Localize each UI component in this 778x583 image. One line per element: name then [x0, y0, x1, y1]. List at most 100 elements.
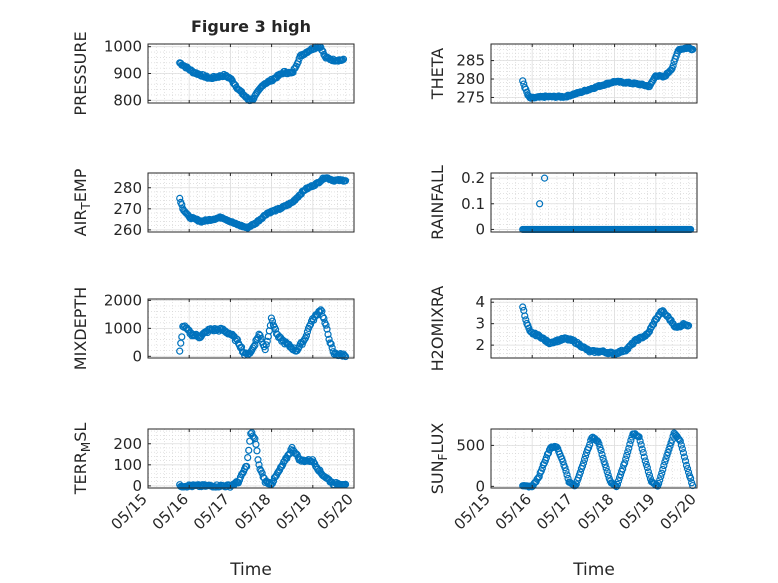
- y-tick-label: 2000: [104, 291, 142, 309]
- data-point: [626, 440, 634, 448]
- data-point: [639, 448, 647, 457]
- x-tick-label: 05/19: [272, 490, 315, 533]
- data-point: [261, 346, 269, 354]
- axes-box: [147, 172, 355, 233]
- data-point: [681, 457, 690, 465]
- data-point: [644, 468, 652, 476]
- axes-box: [490, 172, 698, 233]
- data-point: [324, 330, 332, 338]
- data-point: [622, 455, 630, 463]
- data-point: [339, 55, 348, 63]
- y-axis-label: RAINFALL: [428, 165, 447, 240]
- y-axis-label: PRESSURE: [71, 31, 90, 115]
- data-point: [669, 62, 677, 70]
- data-series: [519, 429, 697, 491]
- data-point: [645, 471, 654, 479]
- data-point: [519, 303, 527, 311]
- data-point: [275, 467, 283, 476]
- axes-box: [490, 298, 698, 359]
- data-point: [655, 479, 663, 488]
- data-point: [604, 471, 612, 479]
- data-point: [341, 177, 350, 185]
- data-point: [662, 455, 670, 463]
- y-tick-label: 280: [456, 70, 485, 88]
- data-point: [572, 480, 580, 488]
- data-point: [637, 333, 645, 341]
- data-point: [254, 333, 262, 342]
- data-series: [176, 429, 350, 491]
- y-tick-label: 4: [475, 293, 485, 311]
- data-series: [176, 43, 348, 105]
- data-point: [252, 440, 260, 448]
- subplot-h2omixra: 2 3 4 H2OMIXRA: [428, 286, 698, 371]
- data-point: [602, 464, 610, 472]
- data-point: [327, 340, 335, 348]
- y-tick-label: 2: [475, 336, 485, 354]
- data-point: [581, 452, 590, 460]
- data-point: [635, 433, 643, 441]
- axes-background: [491, 173, 697, 232]
- data-point: [627, 436, 635, 444]
- data-point: [250, 433, 258, 442]
- data-point: [613, 480, 622, 489]
- y-tick-label: 3: [475, 315, 485, 333]
- data-point: [576, 468, 585, 476]
- data-point: [254, 456, 262, 464]
- x-tick-label: 05/18: [574, 490, 617, 533]
- x-tick-label: 05/20: [314, 490, 357, 533]
- data-series: [176, 174, 350, 232]
- y-axis-label: AIRTEMP: [71, 168, 93, 236]
- y-axis-label: MIXDEPTH: [71, 287, 90, 370]
- data-point: [255, 461, 263, 469]
- data-point: [614, 477, 623, 485]
- data-point: [667, 66, 675, 74]
- data-point: [665, 445, 673, 453]
- data-point: [562, 467, 570, 475]
- data-series: [176, 306, 350, 361]
- figure-title: Figure 3 high: [191, 17, 311, 36]
- data-point: [341, 352, 350, 361]
- data-point: [676, 437, 684, 445]
- subplot-mixdepth: 0 1000 2000 MIXDEPTH: [71, 287, 355, 370]
- x-tick-label: 05/20: [657, 490, 700, 533]
- x-tick-label: 05/18: [231, 490, 274, 533]
- data-point: [687, 474, 695, 482]
- data-point: [599, 454, 607, 462]
- data-point: [684, 322, 693, 330]
- data-point: [683, 465, 692, 473]
- data-point: [666, 442, 674, 450]
- data-point: [678, 445, 686, 453]
- data-point: [625, 444, 633, 452]
- data-point: [253, 447, 261, 455]
- data-point: [597, 446, 605, 454]
- y-tick-label: 0: [475, 220, 485, 238]
- data-point: [679, 449, 688, 457]
- subplot-pressure: 800 900 1000 PRESSURE Figure 3 high: [71, 17, 355, 116]
- data-point: [257, 334, 265, 343]
- x-tick-label: 05/16: [149, 490, 192, 533]
- data-point: [578, 462, 587, 470]
- x-axis-label: Time: [572, 560, 615, 580]
- y-tick-label: 200: [113, 435, 142, 453]
- data-point: [178, 201, 186, 209]
- data-series: [519, 43, 697, 102]
- data-point: [621, 459, 629, 467]
- data-point: [559, 457, 567, 466]
- data-point: [689, 45, 697, 54]
- data-point: [603, 468, 611, 476]
- data-point: [176, 194, 184, 202]
- y-tick-label: 275: [456, 88, 485, 106]
- subplot-air: 260 270 280 AIRTEMP: [71, 168, 355, 239]
- x-axis-label: Time: [229, 560, 272, 580]
- data-point: [580, 455, 589, 464]
- data-point: [292, 450, 300, 458]
- data-point: [294, 58, 302, 66]
- x-tick-label: 05/19: [615, 490, 658, 533]
- y-tick-label: 1000: [104, 38, 142, 56]
- data-point: [601, 461, 609, 469]
- data-point: [579, 459, 588, 467]
- data-point: [659, 465, 667, 474]
